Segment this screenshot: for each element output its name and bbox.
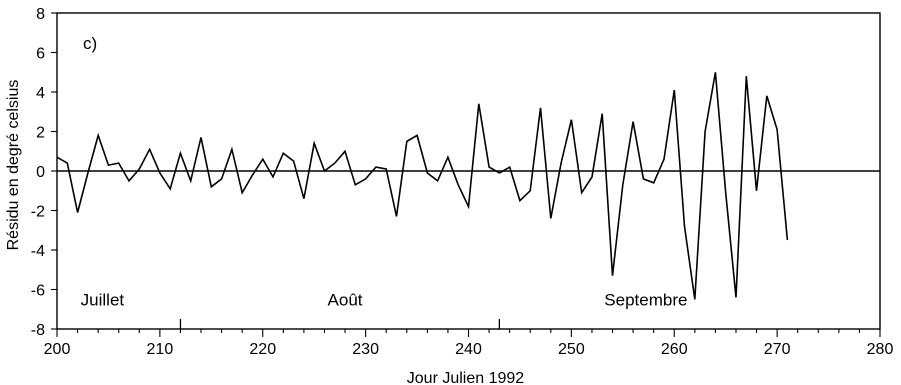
- y-axis-label: Résidu en degré celsius: [5, 80, 22, 251]
- month-label: Juillet: [81, 290, 125, 309]
- series-group: [56, 72, 789, 300]
- y-tick-label: -4: [31, 243, 45, 260]
- tick-labels-group: 200 210 220 230 240 250 260 270 280 -8 -6 -4 -2 0 2 4 6 8: [31, 6, 894, 358]
- x-tick-label: 230: [352, 341, 379, 358]
- y-tick-label: 6: [36, 46, 45, 63]
- x-tick-label: 250: [558, 341, 585, 358]
- y-tick-label: 0: [36, 164, 45, 181]
- y-tick-label: 8: [36, 6, 45, 23]
- x-tick-label: 210: [147, 341, 174, 358]
- x-tick-label: 220: [249, 341, 276, 358]
- x-tick-label: 240: [455, 341, 482, 358]
- x-axis-label: Jour Julien 1992: [407, 370, 525, 385]
- panel-label: c): [83, 34, 97, 53]
- plot-frame-group: [56, 12, 881, 330]
- x-tick-label: 260: [661, 341, 688, 358]
- month-annotations: Juillet Août Septembre: [81, 290, 688, 309]
- y-tick-label: 2: [36, 125, 45, 142]
- month-label: Septembre: [604, 290, 687, 309]
- x-tick-label: 270: [764, 341, 791, 358]
- residual-series-line: [56, 72, 789, 300]
- x-tick-label: 200: [44, 341, 71, 358]
- y-tick-label: -6: [31, 283, 45, 300]
- month-label: Août: [328, 290, 363, 309]
- x-tick-label: 280: [867, 341, 894, 358]
- y-tick-label: -8: [31, 322, 45, 339]
- tick-marks-group: [51, 12, 881, 337]
- y-tick-label: -2: [31, 204, 45, 221]
- y-tick-label: 4: [36, 85, 45, 102]
